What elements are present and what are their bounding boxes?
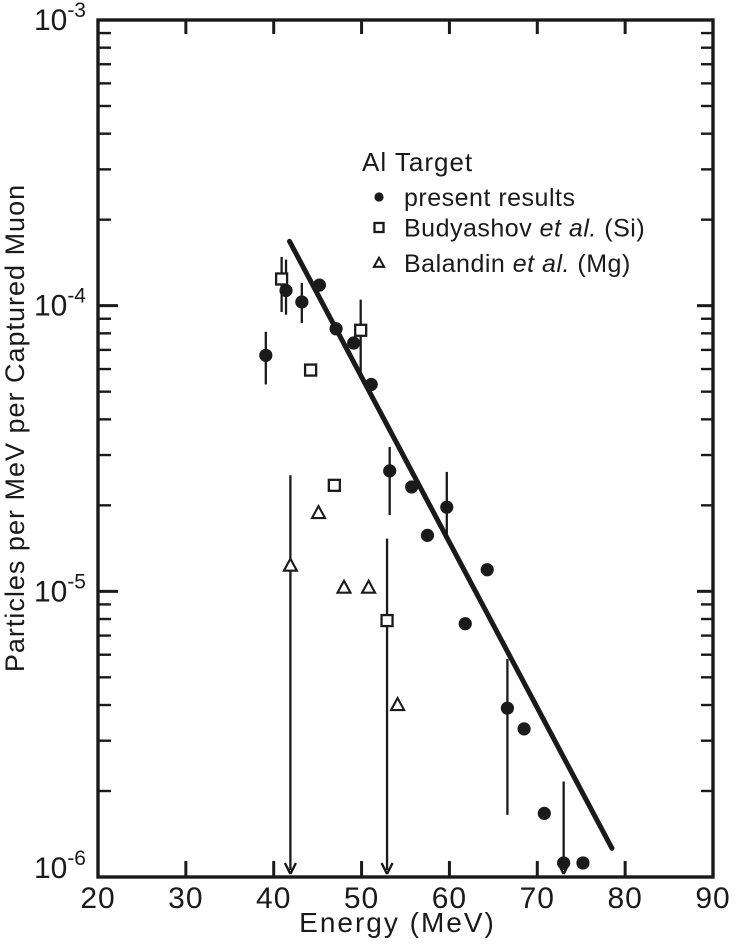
x-tick-label: 90 (695, 882, 730, 915)
filled-circle-marker (312, 278, 326, 292)
open-triangle-marker (389, 695, 406, 712)
filled-circle-marker (440, 500, 454, 514)
open-square-marker (354, 323, 368, 337)
open-square-marker (274, 272, 289, 286)
legend: Al Target present results Budyashov et al.… (362, 147, 645, 278)
down-arrowhead (283, 862, 292, 875)
x-axis-label: Energy (MeV) (299, 907, 496, 938)
legend-entry-label: Budyashov et al. (Si) (404, 215, 645, 243)
filled-circle-marker (420, 528, 435, 542)
filled-circle-marker (279, 283, 293, 298)
open-square-icon (373, 221, 385, 234)
filled-circle-marker (517, 722, 531, 736)
filled-circle-marker (383, 464, 397, 478)
legend-entry-label: Balandin et al. (Mg) (404, 250, 631, 278)
filled-circle-marker (259, 348, 273, 362)
x-tick-label: 60 (432, 882, 467, 915)
legend-title: Al Target (362, 147, 473, 177)
open-square-marker (327, 478, 341, 492)
filled-circle-marker (458, 617, 472, 631)
y-tick-label: 10-3 (34, 0, 86, 37)
legend-entry-label: present results (404, 184, 575, 212)
filled-circle-marker (576, 856, 590, 870)
open-triangle-marker (360, 578, 377, 594)
filled-circle-marker (557, 856, 571, 870)
down-arrowhead (289, 862, 297, 875)
open-triangle-marker (335, 578, 353, 594)
filled-circle-marker (364, 377, 378, 392)
filled-circle-marker (500, 701, 515, 715)
y-tick-label: 10-6 (34, 847, 86, 885)
open-square-marker (380, 613, 394, 628)
x-tick-label: 30 (168, 882, 203, 915)
open-triangle-marker (310, 503, 327, 520)
open-square-marker (303, 363, 318, 377)
filled-circle-marker (405, 480, 419, 494)
x-tick-label: 70 (520, 882, 555, 915)
fit-line (287, 238, 615, 851)
x-tick-label: 50 (344, 882, 379, 915)
x-tick-label: 80 (607, 882, 642, 915)
x-tick-label: 20 (80, 882, 115, 915)
filled-circle-marker (329, 322, 343, 336)
y-tick-label: 10-4 (34, 285, 86, 323)
y-tick-label: 10-5 (34, 570, 86, 608)
x-tick-label: 40 (256, 882, 291, 915)
plot-frame (96, 18, 715, 879)
filled-circle-marker (480, 563, 494, 577)
open-triangle-marker (282, 556, 299, 572)
filled-circle-marker (295, 295, 309, 309)
down-arrowhead (385, 862, 394, 875)
filled-circle-marker (537, 806, 551, 820)
y-axis-label: Particles per MeV per Captured Muon (0, 184, 30, 672)
open-triangle-icon (372, 255, 386, 268)
filled-circle-marker (347, 336, 361, 350)
filled-circle-icon (374, 192, 384, 202)
down-arrowhead (380, 862, 389, 875)
